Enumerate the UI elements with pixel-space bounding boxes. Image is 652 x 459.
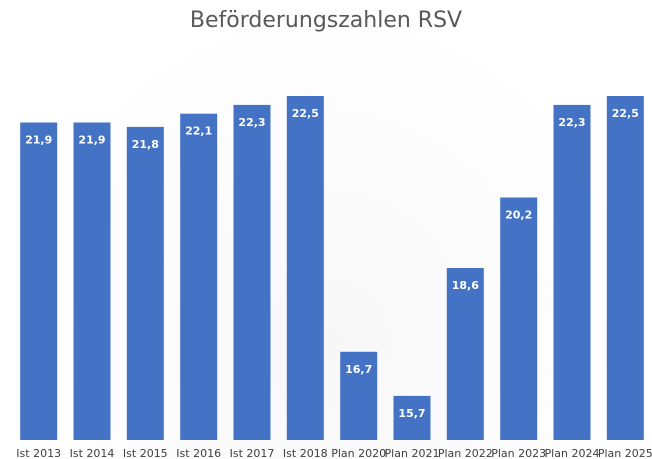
bar-ist-2018 (286, 96, 324, 440)
category-label: Plan 2021 (385, 447, 440, 459)
bar-plan-2022 (446, 268, 484, 440)
data-label: 21,8 (132, 138, 159, 151)
category-label: Ist 2017 (230, 447, 275, 459)
bar-plan-2025 (606, 96, 644, 440)
bar-plan-2020 (340, 351, 378, 440)
category-label: Ist 2014 (70, 447, 115, 459)
category-label: Plan 2025 (598, 447, 652, 459)
category-axis-labels: Ist 2013 Ist 2014 Ist 2015 Ist 2016 Ist 2017… (16, 447, 652, 459)
category-label: Ist 2015 (123, 447, 168, 459)
data-label: 16,7 (345, 363, 372, 376)
data-label: 21,9 (25, 134, 52, 147)
category-label: Plan 2023 (491, 447, 546, 459)
data-label: 18,6 (452, 279, 479, 292)
bar-ist-2014 (73, 122, 111, 440)
category-label: Ist 2016 (176, 447, 221, 459)
data-label: 22,1 (185, 125, 212, 138)
bar-plan-2021 (393, 395, 431, 440)
data-label: 20,2 (505, 209, 532, 222)
data-label: 15,7 (398, 407, 425, 420)
bar-ist-2013 (20, 122, 58, 440)
data-label: 22,5 (292, 107, 319, 120)
category-label: Ist 2018 (283, 447, 328, 459)
bar-ist-2016 (180, 113, 218, 440)
bar-series (20, 96, 644, 441)
bar-plan-2024 (553, 104, 591, 441)
data-label: 22,3 (558, 116, 585, 129)
bar-ist-2015 (126, 126, 164, 441)
chart-title: Beförderungszahlen RSV (189, 8, 463, 33)
data-label: 21,9 (78, 134, 105, 147)
data-label: 22,5 (612, 107, 639, 120)
category-label: Ist 2013 (16, 447, 61, 459)
category-label: Plan 2020 (331, 447, 386, 459)
bar-plan-2023 (500, 197, 538, 440)
data-label: 22,3 (238, 116, 265, 129)
data-labels: 21,9 21,9 21,8 22,1 22,3 22,5 16,7 15,7 18,6 20,2… (25, 107, 639, 420)
category-label: Plan 2024 (545, 447, 600, 459)
category-label: Plan 2022 (438, 447, 493, 459)
bar-ist-2017 (233, 104, 271, 441)
